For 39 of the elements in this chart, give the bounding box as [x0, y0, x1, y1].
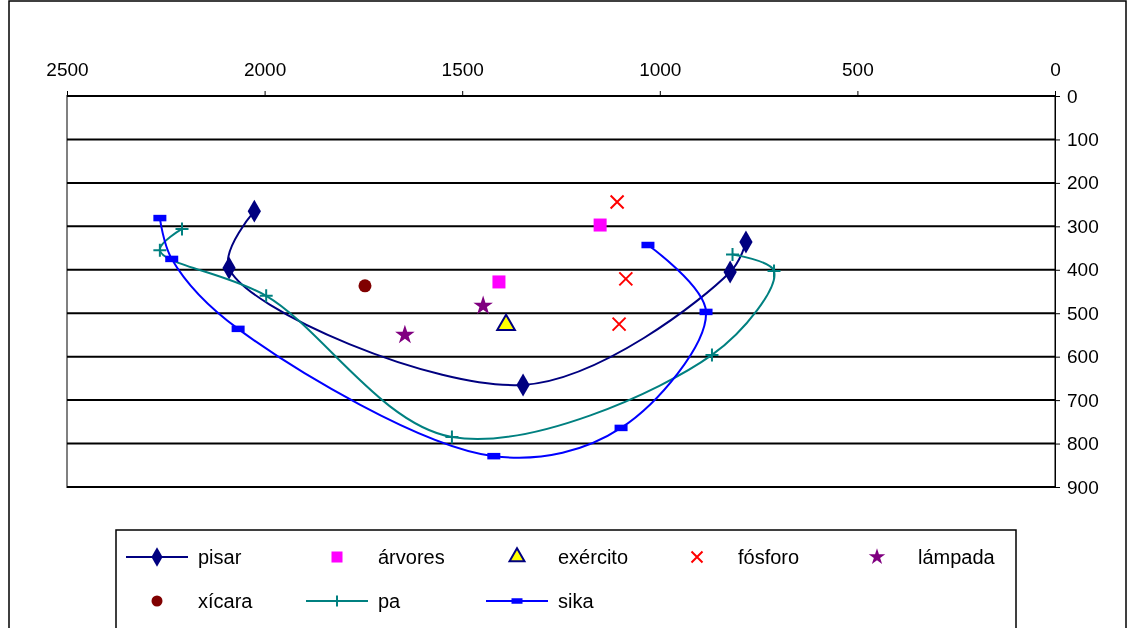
legend-label: árvores: [378, 546, 445, 568]
y-tick-label: 500: [1067, 302, 1099, 324]
legend-label: pa: [378, 590, 402, 612]
x-tick-label: 2500: [46, 59, 89, 80]
point: [618, 271, 634, 287]
point: [473, 295, 493, 315]
y-tick-label: 600: [1067, 346, 1099, 368]
y-tick-label: 200: [1067, 172, 1099, 194]
legend-label: fósforo: [738, 546, 800, 568]
point: [593, 218, 607, 232]
x-tick-label: 1500: [441, 59, 484, 80]
y-tick-label: 0: [1067, 85, 1078, 107]
legend-label: sika: [558, 590, 595, 612]
point: [766, 263, 782, 279]
y-tick-label: 400: [1067, 259, 1099, 281]
y-tick-label: 300: [1067, 215, 1099, 237]
point: [704, 347, 720, 363]
x-tick-label: 500: [842, 59, 874, 80]
point: [611, 316, 627, 332]
point: [258, 288, 274, 304]
x-tick-label: 2000: [243, 59, 287, 80]
x-tick-label: 0: [1050, 59, 1061, 80]
x-tick-label: 1000: [639, 59, 682, 80]
point: [152, 242, 168, 258]
legend-label: lámpada: [918, 546, 996, 568]
point: [609, 194, 625, 210]
y-tick-label: 800: [1067, 433, 1099, 455]
point: [358, 279, 372, 293]
legend-label: exército: [558, 546, 629, 568]
y-tick-label: 100: [1067, 129, 1099, 151]
legend-label: xícara: [198, 590, 254, 612]
y-tick-label: 700: [1067, 389, 1099, 411]
point: [395, 324, 415, 344]
point: [174, 221, 190, 237]
point: [725, 247, 741, 263]
y-tick-label: 900: [1067, 476, 1099, 498]
legend-label: pisar: [198, 546, 242, 568]
point: [444, 429, 460, 445]
point: [492, 275, 506, 289]
